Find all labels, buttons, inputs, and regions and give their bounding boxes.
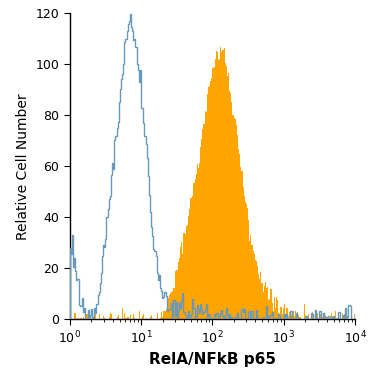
X-axis label: RelA/NFkB p65: RelA/NFkB p65 xyxy=(149,352,276,367)
Y-axis label: Relative Cell Number: Relative Cell Number xyxy=(16,93,30,240)
